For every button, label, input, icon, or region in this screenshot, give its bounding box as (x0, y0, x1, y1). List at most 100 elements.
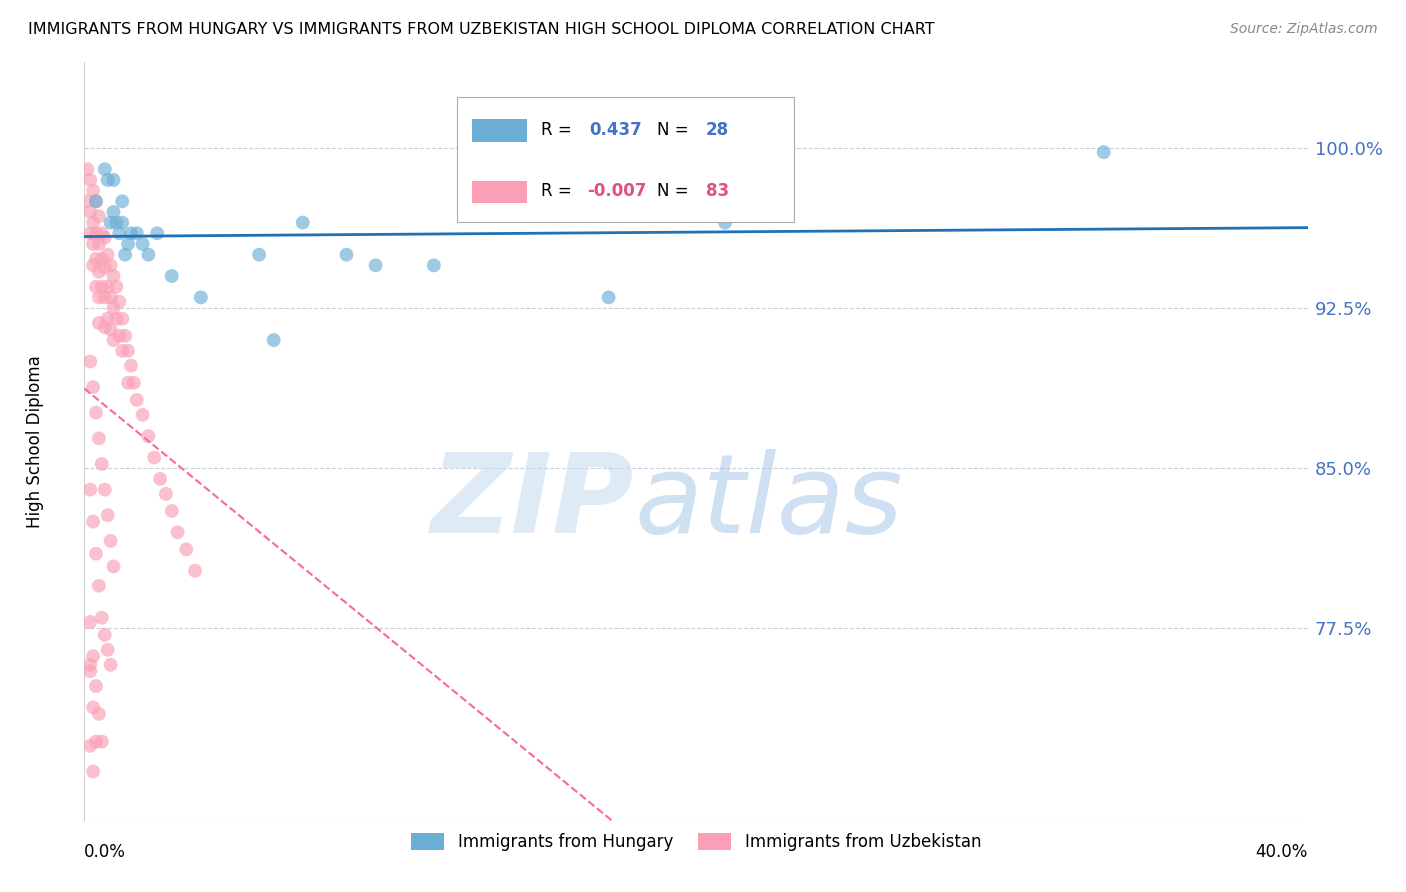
Point (93, 483, 115, 497)
Point (103, 173, 125, 187)
FancyBboxPatch shape (457, 96, 794, 221)
Text: N =: N = (657, 121, 689, 139)
Point (117, 343, 139, 358)
Point (82, 700, 104, 714)
Point (111, 311, 134, 326)
Point (138, 247, 160, 261)
Point (82, 764, 104, 779)
Point (108, 227, 131, 241)
Point (335, 247, 357, 261)
Point (100, 533, 122, 548)
Point (263, 333, 285, 347)
Point (247, 247, 270, 261)
Point (79, 173, 101, 187)
Point (146, 227, 169, 241)
Point (82, 380, 104, 394)
Point (97, 311, 120, 326)
Point (160, 504, 183, 518)
Text: atlas: atlas (636, 449, 904, 556)
Point (90, 279, 112, 293)
Point (93, 628, 115, 642)
Point (149, 472, 172, 486)
Point (1092, 145, 1115, 160)
Point (100, 216, 122, 230)
Point (79, 739, 101, 753)
Point (105, 216, 128, 230)
Text: -0.007: -0.007 (588, 182, 647, 201)
Point (103, 333, 125, 347)
Point (131, 408, 153, 422)
Point (84, 547, 107, 561)
Point (84, 679, 107, 693)
Point (87, 316, 110, 330)
Point (105, 311, 128, 326)
Point (82, 237, 104, 252)
Point (103, 268, 125, 283)
Point (79, 657, 101, 672)
Point (364, 258, 387, 272)
Text: N =: N = (657, 182, 689, 201)
Point (90, 734, 112, 748)
Point (100, 657, 122, 672)
Point (117, 376, 139, 390)
Point (87, 706, 110, 721)
Point (87, 237, 110, 252)
Point (184, 564, 207, 578)
Point (90, 252, 112, 266)
Point (93, 260, 115, 275)
Point (120, 359, 142, 373)
Point (79, 227, 101, 241)
Point (103, 205, 125, 219)
Legend: Immigrants from Hungary, Immigrants from Uzbekistan: Immigrants from Hungary, Immigrants from… (404, 826, 988, 858)
Point (93, 162, 115, 177)
Point (82, 216, 104, 230)
Point (90, 457, 112, 471)
Point (97, 173, 120, 187)
Point (114, 328, 136, 343)
Point (166, 525, 188, 540)
Point (93, 320, 115, 334)
Point (291, 216, 314, 230)
Text: 0.437: 0.437 (589, 121, 643, 139)
Point (108, 328, 131, 343)
Point (84, 194, 107, 209)
Text: IMMIGRANTS FROM HUNGARY VS IMMIGRANTS FROM UZBEKISTAN HIGH SCHOOL DIPLOMA CORREL: IMMIGRANTS FROM HUNGARY VS IMMIGRANTS FR… (28, 22, 935, 37)
Point (97, 247, 120, 261)
Point (97, 642, 120, 657)
Point (120, 227, 142, 241)
Point (84, 194, 107, 209)
Text: Source: ZipAtlas.com: Source: ZipAtlas.com (1230, 22, 1378, 37)
Text: R =: R = (541, 121, 571, 139)
Point (87, 290, 110, 304)
Point (131, 237, 153, 252)
Point (76, 162, 98, 177)
Point (79, 205, 101, 219)
Point (122, 376, 145, 390)
Point (125, 227, 148, 241)
Point (174, 542, 197, 557)
Point (423, 258, 446, 272)
Point (82, 649, 104, 664)
Point (155, 487, 177, 501)
Point (84, 279, 107, 293)
Point (190, 290, 212, 304)
Point (93, 290, 115, 304)
Point (598, 290, 620, 304)
Point (84, 406, 107, 420)
Text: 40.0%: 40.0% (1256, 844, 1308, 862)
Point (79, 664, 101, 678)
Point (97, 279, 120, 293)
Text: 83: 83 (706, 182, 728, 201)
Point (84, 227, 107, 241)
Text: High School Diploma: High School Diploma (27, 355, 45, 528)
Point (90, 611, 112, 625)
Point (79, 354, 101, 368)
Point (100, 258, 122, 272)
Point (82, 515, 104, 529)
Point (84, 252, 107, 266)
Point (105, 279, 128, 293)
Point (100, 322, 122, 336)
Point (87, 431, 110, 445)
Point (114, 247, 136, 261)
Point (111, 194, 134, 209)
